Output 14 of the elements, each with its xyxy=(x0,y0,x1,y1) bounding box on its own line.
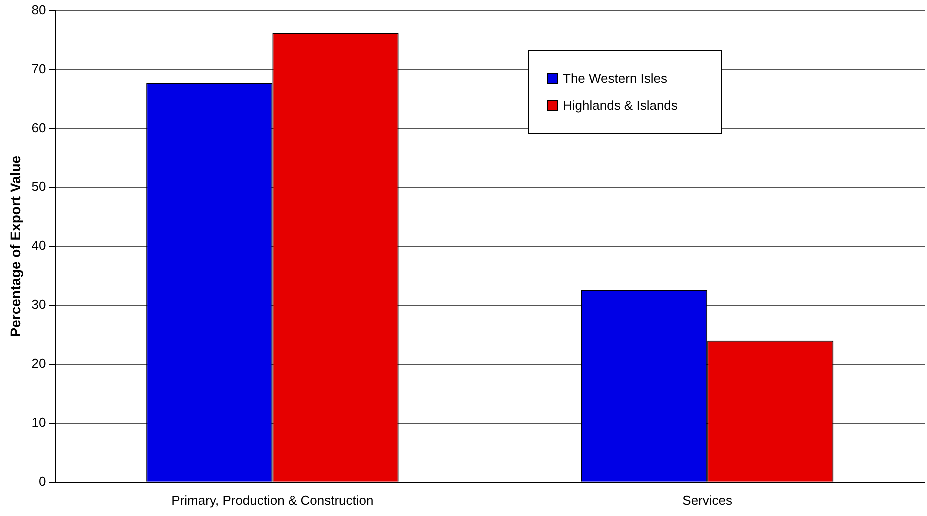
x-tick-label: Primary, Production & Construction xyxy=(172,492,374,508)
y-tick-label: 60 xyxy=(32,120,46,136)
legend-label: The Western Isles xyxy=(563,71,668,86)
y-tick-label: 40 xyxy=(32,238,46,254)
y-tick-label: 30 xyxy=(32,297,46,312)
y-tick-label: 70 xyxy=(32,61,46,76)
y-axis-title: Percentage of Export Value xyxy=(7,156,24,338)
y-tick-label: 50 xyxy=(32,179,46,194)
y-tick-label: 20 xyxy=(32,356,46,372)
y-tick-label: 10 xyxy=(32,415,46,430)
legend-label: Highlands & Islands xyxy=(563,98,678,113)
y-tick-label: 80 xyxy=(32,2,46,18)
x-tick-label: Services xyxy=(682,492,733,508)
y-tick-label: 0 xyxy=(39,474,46,489)
